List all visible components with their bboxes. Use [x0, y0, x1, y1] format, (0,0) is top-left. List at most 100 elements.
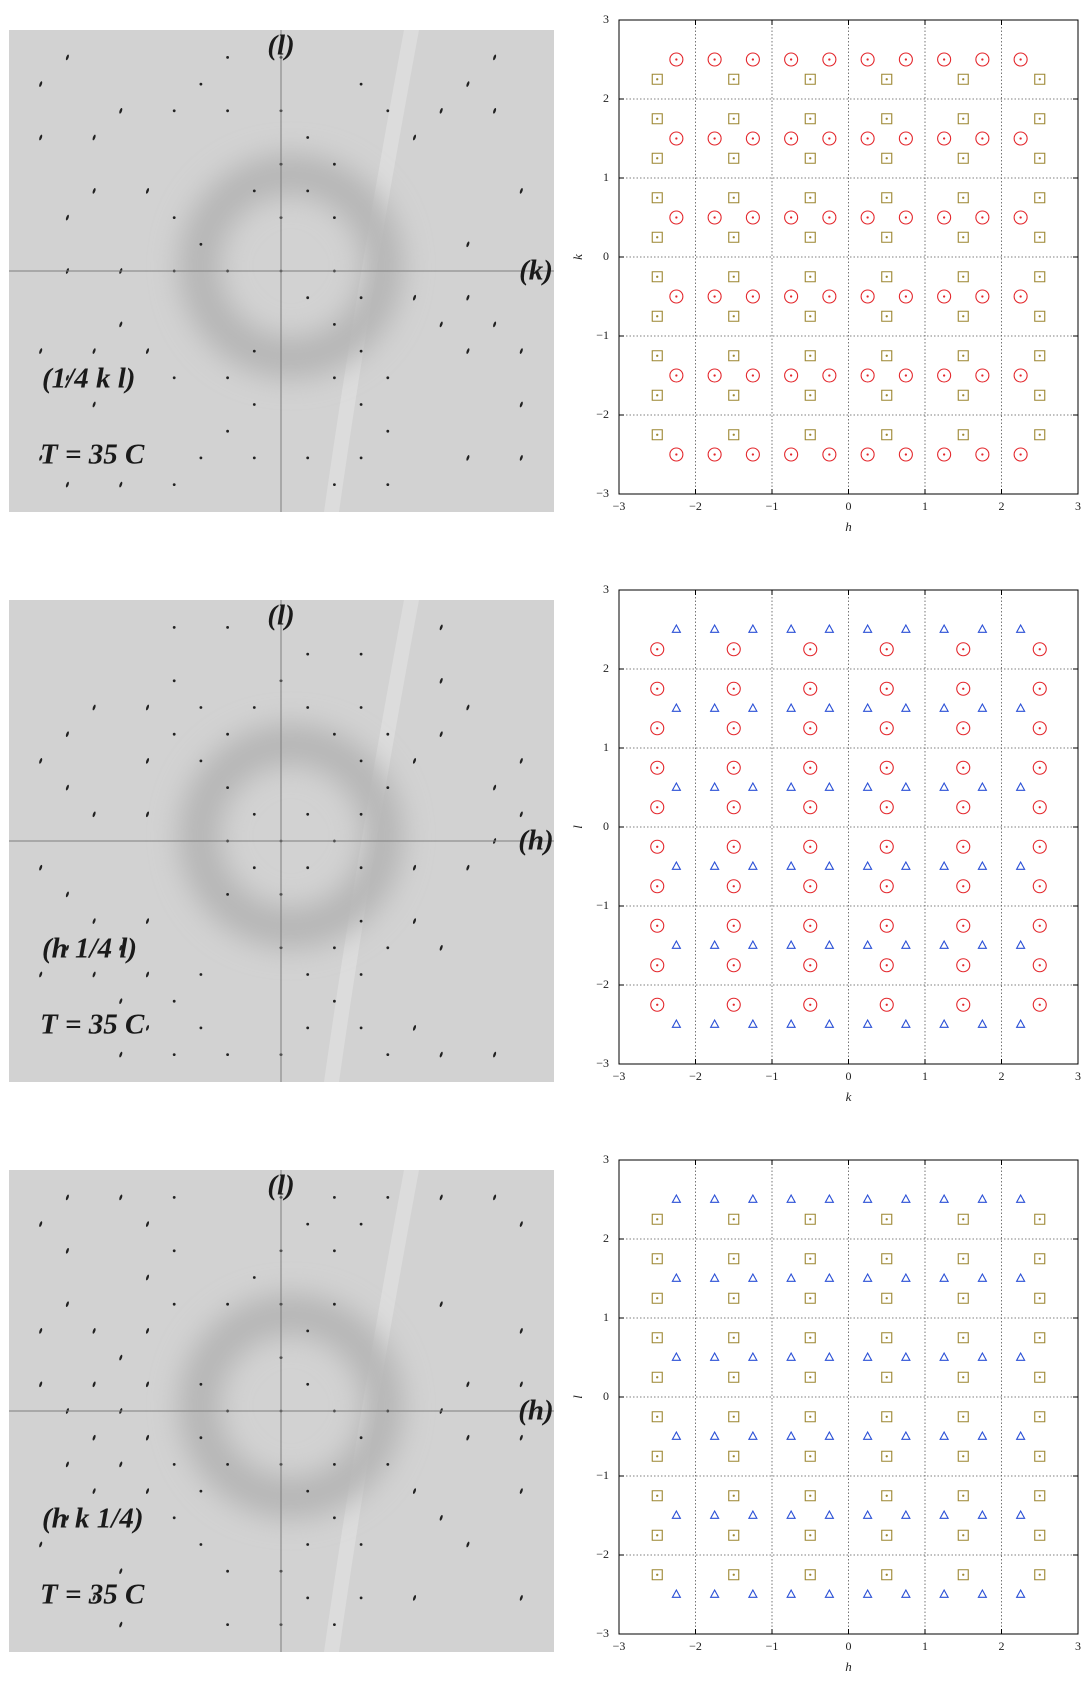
marker [728, 1411, 740, 1423]
diffraction-spot [333, 946, 336, 950]
marker [1015, 1272, 1026, 1282]
diffraction-spot [172, 1249, 176, 1253]
marker [671, 939, 682, 949]
marker [747, 939, 758, 949]
diffraction-spot [39, 864, 43, 871]
diffraction-spot [493, 784, 497, 791]
marker [747, 702, 758, 712]
marker [957, 350, 969, 362]
marker [881, 310, 893, 322]
marker [728, 1213, 740, 1225]
marker [804, 113, 816, 125]
x-tick-label: 0 [846, 1639, 852, 1653]
marker [862, 702, 873, 712]
marker [728, 1332, 740, 1344]
diffraction-spot [359, 1222, 363, 1226]
diffraction-spot [119, 1051, 123, 1058]
marker [803, 681, 818, 696]
diffraction-spot [92, 1595, 96, 1601]
temperature-label: T = 35 C [40, 1009, 145, 1041]
diffraction-spot [119, 1461, 123, 1468]
diffraction-spot [65, 891, 69, 898]
marker [977, 1272, 988, 1282]
marker [728, 1529, 740, 1541]
marker [939, 939, 950, 949]
marker [1034, 113, 1046, 125]
marker [1013, 289, 1028, 304]
marker [651, 350, 663, 362]
diffraction-spot [226, 626, 230, 629]
diffraction-image [9, 1170, 554, 1652]
diffraction-spot [493, 107, 497, 114]
x-tick-label: −2 [689, 1069, 702, 1083]
marker [900, 623, 911, 633]
marker [651, 231, 663, 243]
diffraction-spot [359, 1543, 363, 1546]
marker [671, 1588, 682, 1598]
marker [1015, 1430, 1026, 1440]
marker [881, 231, 893, 243]
row: (l) (h) (h 1/4 l) T = 35 C −3 −2 −1 0 1 2 3 −3 −2 −1 0… [9, 582, 1081, 1104]
marker [671, 623, 682, 633]
marker [786, 860, 797, 870]
marker [651, 1332, 663, 1344]
diffraction-spot [145, 1274, 150, 1281]
x-tick-label: 2 [999, 499, 1005, 513]
x-tick-label: 0 [846, 1069, 852, 1083]
marker [939, 702, 950, 712]
diffraction-spot [359, 403, 363, 406]
axis-label: (h) [518, 825, 553, 857]
marker [747, 1509, 758, 1519]
diffraction-spot [333, 376, 336, 380]
marker [709, 1509, 720, 1519]
marker [1034, 1371, 1046, 1383]
marker [651, 389, 663, 401]
marker [957, 310, 969, 322]
marker [862, 1351, 873, 1361]
marker [784, 131, 799, 146]
diffraction-spot [333, 732, 336, 736]
marker [860, 131, 875, 146]
marker [881, 192, 893, 204]
marker [804, 1529, 816, 1541]
marker [1032, 879, 1047, 894]
marker [862, 860, 873, 870]
diffraction-spot [92, 1328, 96, 1334]
diffraction-spot [39, 134, 43, 141]
marker [651, 310, 663, 322]
diffraction-spot [439, 107, 443, 114]
marker [671, 1351, 682, 1361]
marker [956, 760, 971, 775]
diffraction-spot [119, 1354, 123, 1361]
diffraction-spot [119, 944, 123, 951]
marker [651, 192, 663, 204]
marker [900, 1193, 911, 1203]
marker [939, 1351, 950, 1361]
diffraction-spot [65, 731, 69, 738]
x-tick-label: −3 [613, 499, 626, 513]
marker [881, 152, 893, 164]
marker [1034, 1490, 1046, 1502]
diffraction-spot [306, 1596, 310, 1600]
diffraction-spot [359, 1026, 363, 1030]
marker [786, 623, 797, 633]
diffraction-spot [92, 918, 96, 924]
diffraction-spot [172, 483, 176, 486]
marker [728, 350, 740, 362]
marker [1034, 350, 1046, 362]
marker [957, 1490, 969, 1502]
marker [824, 623, 835, 633]
marker [939, 781, 950, 791]
marker [707, 131, 722, 146]
diffraction-spot [333, 1302, 336, 1306]
marker [860, 368, 875, 383]
marker [937, 447, 952, 462]
diffraction-spot [439, 321, 443, 328]
marker [1034, 1253, 1046, 1265]
marker [824, 1018, 835, 1028]
marker [747, 860, 758, 870]
marker [937, 289, 952, 304]
y-tick-label: 2 [603, 1231, 609, 1245]
marker [862, 1272, 873, 1282]
marker [881, 350, 893, 362]
